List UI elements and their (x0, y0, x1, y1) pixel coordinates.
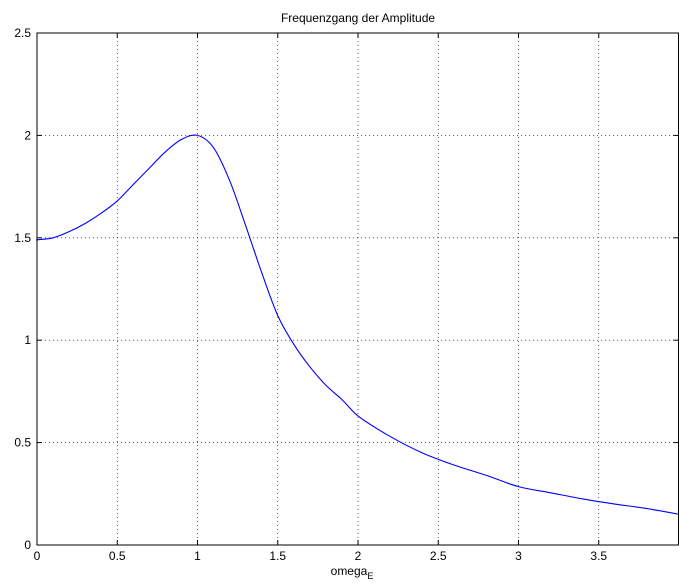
x-axis-label-main: omega (331, 564, 368, 578)
x-axis-label: omegaE (331, 564, 374, 581)
y-tick-label: 1.5 (14, 231, 31, 245)
grid-layer (37, 33, 679, 545)
y-tick-label: 0.5 (14, 436, 31, 450)
x-tick-label: 0 (34, 549, 41, 563)
data-point-marker (196, 134, 199, 137)
x-tick-label: 3 (515, 549, 522, 563)
y-tick-label: 2 (24, 128, 31, 142)
series-line (36, 134, 679, 515)
x-tick-label: 2 (355, 549, 362, 563)
y-tick-label: 1 (24, 333, 31, 347)
y-tick-label: 0 (24, 538, 31, 552)
x-axis-label-subscript: E (367, 571, 373, 581)
x-tick-label: 1 (194, 549, 201, 563)
x-tick-label: 2.5 (430, 549, 447, 563)
x-tick-label: 0.5 (109, 549, 126, 563)
y-tick-label: 2.5 (14, 26, 31, 40)
x-tick-label: 1.5 (269, 549, 286, 563)
tick-layer: 0 0.5 1 1.5 2 2.5 3 3.5 0 0.5 1 1.5 2 2.5 (14, 26, 679, 563)
x-tick-label: 3.5 (590, 549, 607, 563)
chart-title: Frequenzgang der Amplitude (281, 11, 435, 25)
